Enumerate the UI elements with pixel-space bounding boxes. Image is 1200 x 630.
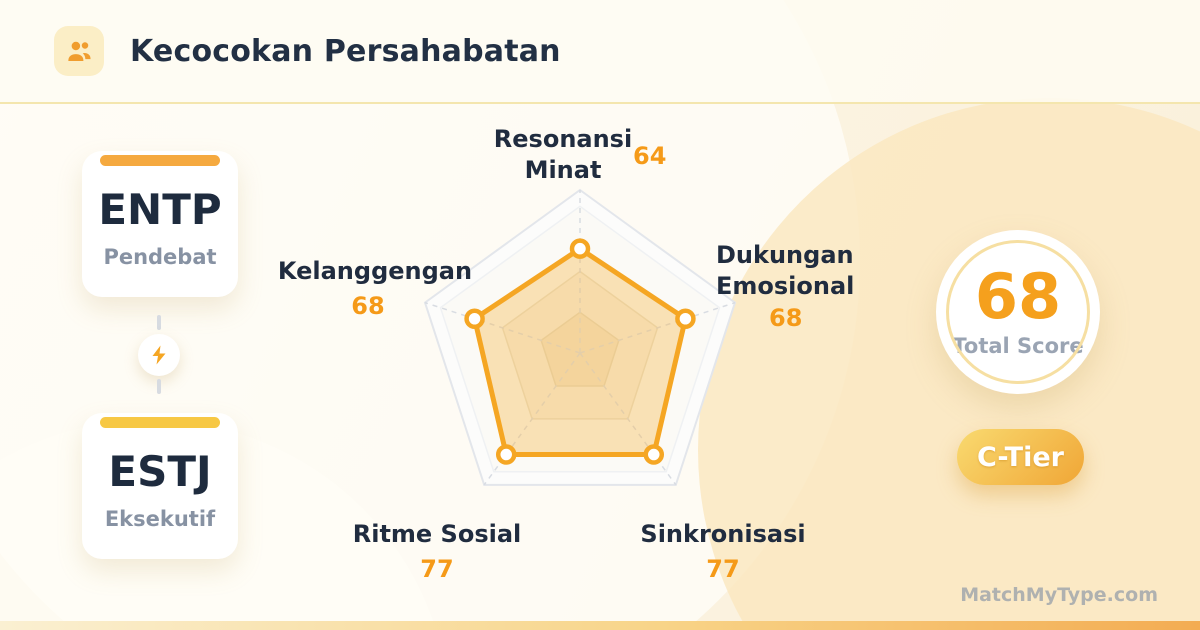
tier-badge-label: C-Tier	[977, 441, 1064, 473]
total-score-label: Total Score	[952, 334, 1084, 358]
mbti-name-left: Pendebat	[103, 245, 217, 269]
radar-data-point	[495, 444, 517, 465]
mbti-code-right: ESTJ	[108, 447, 212, 496]
axis-label-kelanggengan: Kelanggengan	[277, 257, 473, 285]
axis-value-dukungan-emosional: 68	[769, 304, 803, 332]
watermark: MatchMyType.com	[960, 584, 1158, 606]
radar-data-point	[464, 308, 485, 329]
radar-axis-line	[579, 352, 677, 486]
card-accent-bar	[100, 155, 220, 166]
radar-data-polygon	[472, 246, 688, 457]
lightning-bolt-icon	[138, 334, 180, 376]
axis-label-ritme-sosial: Ritme Sosial	[352, 520, 522, 548]
people-icon	[54, 26, 104, 76]
axis-value-kelanggengan: 68	[351, 292, 385, 320]
radar-axis-line	[579, 301, 736, 354]
tier-badge: C-Tier	[957, 429, 1084, 485]
axis-label-resonansi-minat: Resonansi Minat	[493, 125, 633, 185]
card-accent-bar	[100, 417, 220, 428]
radar-data-point	[675, 308, 696, 329]
bottom-accent-bar	[0, 621, 1200, 630]
axis-value-ritme-sosial: 77	[420, 555, 454, 583]
radar-chart	[410, 183, 750, 523]
radar-data-point	[569, 238, 591, 259]
total-score-value: 68	[974, 260, 1062, 333]
radar-data-point	[643, 444, 665, 465]
axis-value-resonansi-minat: 64	[633, 142, 667, 170]
radar-axis-line	[483, 352, 581, 486]
page-title: Kecocokan Persahabatan	[130, 33, 561, 69]
mbti-card-left: ENTP Pendebat	[82, 151, 238, 297]
axis-label-dukungan-emosional: Dukungan Emosional	[716, 241, 855, 301]
header: Kecocokan Persahabatan	[0, 0, 1200, 104]
connector-dash	[157, 379, 161, 394]
radar-axis-line	[424, 301, 581, 354]
mbti-card-right: ESTJ Eksekutif	[82, 413, 238, 559]
mbti-code-left: ENTP	[98, 185, 222, 234]
connector-dash	[157, 315, 161, 330]
mbti-name-right: Eksekutif	[104, 507, 216, 531]
axis-value-sinkronisasi: 77	[706, 555, 740, 583]
total-score-circle: 68 Total Score	[936, 230, 1100, 394]
axis-label-sinkronisasi: Sinkronisasi	[640, 520, 806, 548]
